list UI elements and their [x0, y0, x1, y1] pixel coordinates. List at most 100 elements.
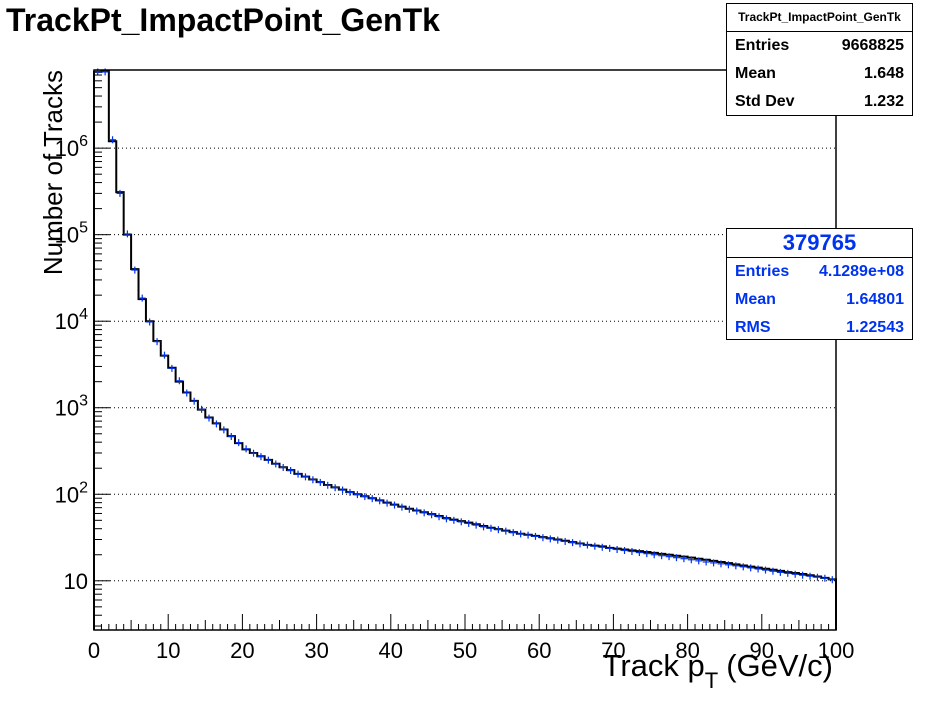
stats-box-reference: 379765 Entries 4.1289e+08 Mean 1.64801 R…: [726, 228, 913, 340]
ref-point-62: [554, 536, 562, 544]
ref-point-20: [242, 445, 250, 453]
ref-point-77: [665, 553, 673, 561]
stats-value: 1.64801: [846, 291, 904, 308]
ref-point-82: [702, 558, 710, 566]
x-tick-label: 20: [230, 638, 254, 663]
y-tick-label: 103: [55, 393, 88, 421]
ref-point-67: [591, 542, 599, 550]
stats-label: Mean: [735, 291, 776, 308]
ref-point-90: [762, 566, 770, 574]
ref-point-34: [346, 488, 354, 496]
x-axis-label: Track pT (GeV/c): [603, 648, 833, 693]
ref-point-33: [339, 486, 347, 494]
ref-point-98: [821, 574, 829, 582]
ref-point-92: [776, 568, 784, 576]
stats-row-rms: RMS 1.22543: [727, 314, 912, 342]
ref-point-22: [257, 453, 265, 461]
x-tick-label: 100: [818, 638, 855, 663]
ref-point-52: [480, 523, 488, 531]
x-tick-label: 50: [453, 638, 477, 663]
ref-point-14: [198, 405, 206, 413]
ref-point-13: [190, 397, 198, 405]
ref-point-58: [524, 531, 532, 539]
ref-point-74: [643, 550, 651, 558]
stats-value: 1.232: [863, 93, 904, 110]
stats-row-mean: Mean 1.64801: [727, 286, 912, 314]
ref-point-61: [546, 535, 554, 543]
ref-point-63: [561, 537, 569, 545]
ref-point-69: [606, 544, 614, 552]
ref-point-41: [398, 503, 406, 511]
x-axis-ticks: 0 10 20 30 40 50 60 70 80 90 100: [88, 614, 854, 663]
ref-point-46: [435, 513, 443, 521]
ref-point-44: [420, 509, 428, 517]
ref-point-73: [635, 549, 643, 557]
x-axis-label-main: Track p: [603, 648, 705, 683]
ref-point-35: [353, 491, 361, 499]
stats-value: 1.648: [863, 65, 904, 82]
ref-point-5: [131, 266, 139, 274]
x-tick-label: 70: [601, 638, 625, 663]
ref-point-48: [450, 516, 458, 524]
stats-label: Entries: [735, 263, 790, 280]
ref-point-6: [138, 294, 146, 302]
ref-point-54: [494, 526, 502, 534]
histogram-main-series: [93, 70, 837, 630]
ref-point-38: [376, 497, 384, 505]
ref-point-45: [428, 511, 436, 519]
ref-point-29: [309, 476, 317, 484]
stats-row-mean: Mean 1.648: [727, 60, 912, 88]
ref-point-4: [123, 230, 131, 238]
ref-point-15: [205, 414, 213, 422]
ref-point-93: [784, 569, 792, 577]
ref-point-40: [391, 501, 399, 509]
y-tick-label: 102: [55, 479, 88, 507]
ref-point-19: [235, 439, 243, 447]
stats-box-main-title: TrackPt_ImpactPoint_GenTk: [727, 4, 912, 32]
ref-point-21: [250, 449, 258, 457]
ref-point-32: [331, 484, 339, 492]
ref-point-26: [287, 467, 295, 475]
stats-value: 9668825: [841, 37, 904, 54]
stats-label: Mean: [735, 65, 776, 82]
y-tick-label: 106: [55, 133, 88, 161]
x-tick-label: 0: [88, 638, 100, 663]
ref-point-12: [183, 389, 191, 397]
ref-point-49: [457, 518, 465, 526]
ref-point-16: [212, 420, 220, 428]
stats-box-main: TrackPt_ImpactPoint_GenTk Entries 966882…: [726, 3, 913, 116]
ref-point-87: [739, 563, 747, 571]
ref-point-64: [569, 539, 577, 547]
y-tick-label: 104: [55, 306, 88, 334]
ref-point-80: [687, 556, 695, 564]
ref-point-83: [710, 559, 718, 567]
ref-point-17: [220, 426, 228, 434]
ref-point-51: [472, 521, 480, 529]
stats-label: RMS: [735, 319, 771, 336]
ref-point-97: [813, 573, 821, 581]
ref-point-9: [160, 351, 168, 359]
ref-point-11: [175, 377, 183, 385]
ref-point-7: [146, 318, 154, 326]
ref-point-71: [621, 546, 629, 554]
ref-point-75: [650, 551, 658, 559]
ref-point-10: [168, 364, 176, 372]
histogram-reference-series: [94, 68, 836, 584]
stats-value: 1.22543: [846, 319, 904, 336]
ref-point-2: [109, 136, 117, 144]
ref-point-95: [799, 571, 807, 579]
ref-point-23: [264, 456, 272, 464]
stats-label: Entries: [735, 37, 790, 54]
x-axis-label-subscript: T: [705, 668, 718, 693]
stats-row-entries: Entries 9668825: [727, 32, 912, 60]
x-tick-label: 40: [379, 638, 403, 663]
ref-point-81: [695, 557, 703, 565]
ref-point-50: [465, 519, 473, 527]
ref-point-25: [279, 463, 287, 471]
x-tick-label: 80: [675, 638, 699, 663]
ref-point-30: [316, 478, 324, 486]
ref-point-37: [368, 495, 376, 503]
ref-point-72: [628, 548, 636, 556]
ref-point-36: [361, 493, 369, 501]
x-tick-label: 30: [304, 638, 328, 663]
